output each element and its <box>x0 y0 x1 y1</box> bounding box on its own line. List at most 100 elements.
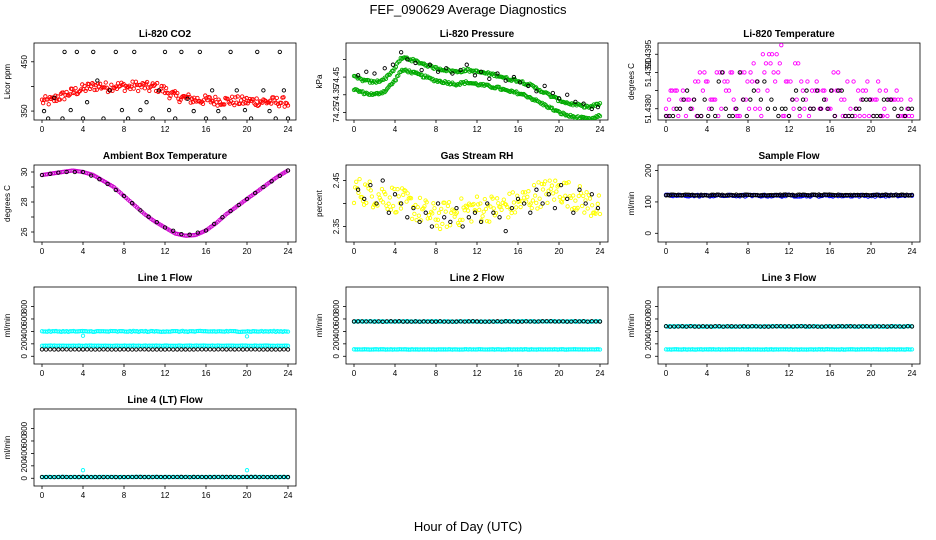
x-tick-label: 0 <box>664 247 669 256</box>
data-point <box>589 319 594 324</box>
x-tick-label: 12 <box>785 125 794 134</box>
data-point <box>786 324 792 329</box>
data-point <box>539 181 545 187</box>
data-point <box>398 50 404 55</box>
data-point <box>535 206 540 211</box>
data-point <box>414 217 419 223</box>
plot-frame <box>33 286 297 365</box>
data-point <box>826 106 832 111</box>
x-tick-label: 8 <box>434 369 439 378</box>
data-point <box>696 79 701 84</box>
x-tick-label: 12 <box>161 125 170 134</box>
data-point <box>895 113 901 119</box>
data-point <box>560 319 566 324</box>
data-point <box>597 211 603 217</box>
data-point <box>505 204 510 210</box>
data-point <box>773 79 778 84</box>
data-point <box>213 94 218 100</box>
data-point <box>273 474 278 480</box>
data-point <box>52 347 57 352</box>
data-point <box>448 219 453 225</box>
data-point <box>393 64 398 70</box>
data-point <box>575 205 580 211</box>
data-point <box>540 201 545 206</box>
x-tick-label: 0 <box>40 247 45 256</box>
data-point <box>528 201 533 206</box>
data-point <box>684 324 689 329</box>
data-point <box>749 324 755 329</box>
data-point <box>503 78 508 83</box>
data-point <box>745 324 751 329</box>
data-point <box>117 474 123 480</box>
data-point <box>107 88 112 93</box>
data-point <box>899 97 904 102</box>
x-tick-label: 16 <box>202 247 211 256</box>
data-point <box>244 474 250 480</box>
data-point <box>713 324 718 329</box>
data-point <box>474 194 480 199</box>
data-point <box>680 324 685 329</box>
data-point <box>543 179 548 184</box>
data-point <box>390 203 396 209</box>
data-point <box>187 232 192 237</box>
data-point <box>597 101 603 106</box>
data-point <box>595 105 601 110</box>
data-point <box>471 201 476 207</box>
data-point <box>80 333 86 338</box>
data-point <box>899 106 904 111</box>
data-point <box>581 101 586 106</box>
data-point <box>368 182 373 188</box>
data-point <box>573 198 578 203</box>
data-point <box>778 324 783 329</box>
data-point <box>48 171 53 176</box>
data-point <box>685 97 690 102</box>
data-point <box>57 97 63 102</box>
data-point <box>484 219 490 224</box>
data-point <box>398 206 404 211</box>
data-point <box>138 474 143 480</box>
data-point <box>212 347 217 352</box>
data-point <box>93 347 98 352</box>
data-point <box>265 347 270 352</box>
data-point <box>768 61 773 66</box>
data-point <box>431 201 436 206</box>
data-point <box>352 185 358 190</box>
data-point <box>445 203 451 209</box>
data-point <box>434 223 439 228</box>
x-tick-label: 24 <box>596 369 605 378</box>
y-tick-label: 0 <box>20 475 29 480</box>
data-point <box>162 225 168 230</box>
x-tick-label: 16 <box>826 369 835 378</box>
data-point <box>503 228 508 234</box>
data-point <box>511 200 517 205</box>
x-tick-label: 24 <box>596 247 605 256</box>
data-point <box>39 474 45 480</box>
data-point <box>64 347 69 352</box>
data-point <box>138 208 143 213</box>
data-point <box>501 197 506 202</box>
data-point <box>362 196 367 202</box>
data-point <box>503 202 509 207</box>
data-point <box>466 319 471 324</box>
data-point <box>494 196 500 201</box>
panel-sample: Sample Flow ml/min 0 100 200 0 4 8 12 16 20 24 <box>627 151 921 256</box>
data-point <box>573 319 578 324</box>
data-point <box>91 49 96 55</box>
data-point <box>673 88 678 93</box>
data-point <box>909 113 915 119</box>
data-point <box>355 319 361 324</box>
data-point <box>794 97 799 102</box>
data-point <box>255 49 260 55</box>
data-point <box>483 206 489 212</box>
y-axis-label: ml/min <box>627 314 636 338</box>
data-point <box>199 474 205 480</box>
data-point <box>154 219 159 225</box>
data-point <box>496 201 501 206</box>
data-point <box>860 324 865 329</box>
y-tick-label: 200 <box>20 459 29 473</box>
data-point <box>577 187 582 192</box>
data-point <box>552 319 558 324</box>
data-point <box>284 474 289 480</box>
data-point <box>80 347 86 352</box>
